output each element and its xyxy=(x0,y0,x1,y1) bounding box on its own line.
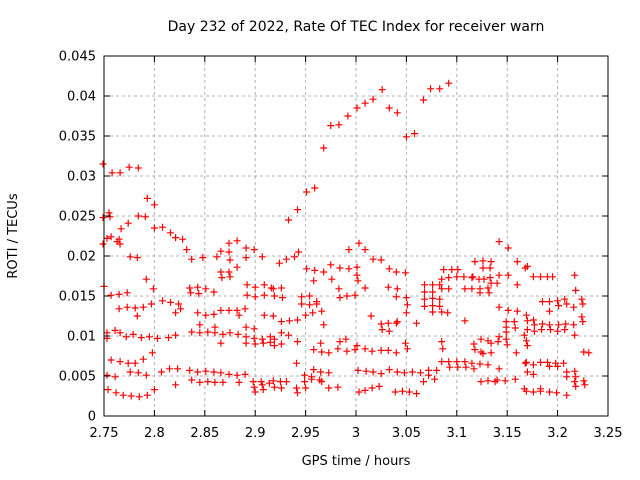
y-tick-label: 0.035 xyxy=(59,130,96,145)
x-tick-label: 3.15 xyxy=(493,426,522,441)
x-tick-label: 2.9 xyxy=(245,426,266,441)
x-axis-label: GPS time / hours xyxy=(302,454,411,469)
x-tick-label: 3.25 xyxy=(594,426,623,441)
y-tick-label: 0.04 xyxy=(67,90,96,105)
y-tick-label: 0.005 xyxy=(59,370,96,385)
x-tick-label: 3.2 xyxy=(547,426,568,441)
x-tick-label: 3.05 xyxy=(392,426,421,441)
chart-title: Day 232 of 2022, Rate Of TEC Index for r… xyxy=(168,19,545,35)
grid-lines xyxy=(104,56,608,416)
x-tick-label: 3 xyxy=(352,426,360,441)
y-tick-label: 0.045 xyxy=(59,50,96,65)
x-tick-label: 3.1 xyxy=(446,426,467,441)
x-tick-label: 2.85 xyxy=(190,426,219,441)
y-tick-label: 0.015 xyxy=(59,290,96,305)
x-tick-label: 2.75 xyxy=(90,426,119,441)
y-tick-label: 0.025 xyxy=(59,210,96,225)
y-tick-label: 0 xyxy=(88,410,96,425)
y-tick-label: 0.02 xyxy=(67,250,96,265)
scatter-points xyxy=(99,79,593,401)
y-tick-label: 0.03 xyxy=(67,170,96,185)
y-axis-label: ROTI / TECUs xyxy=(6,193,21,278)
y-tick-label: 0.01 xyxy=(67,330,96,345)
x-tick-label: 2.95 xyxy=(291,426,320,441)
x-tick-label: 2.8 xyxy=(144,426,165,441)
axis-ticks xyxy=(103,55,609,417)
